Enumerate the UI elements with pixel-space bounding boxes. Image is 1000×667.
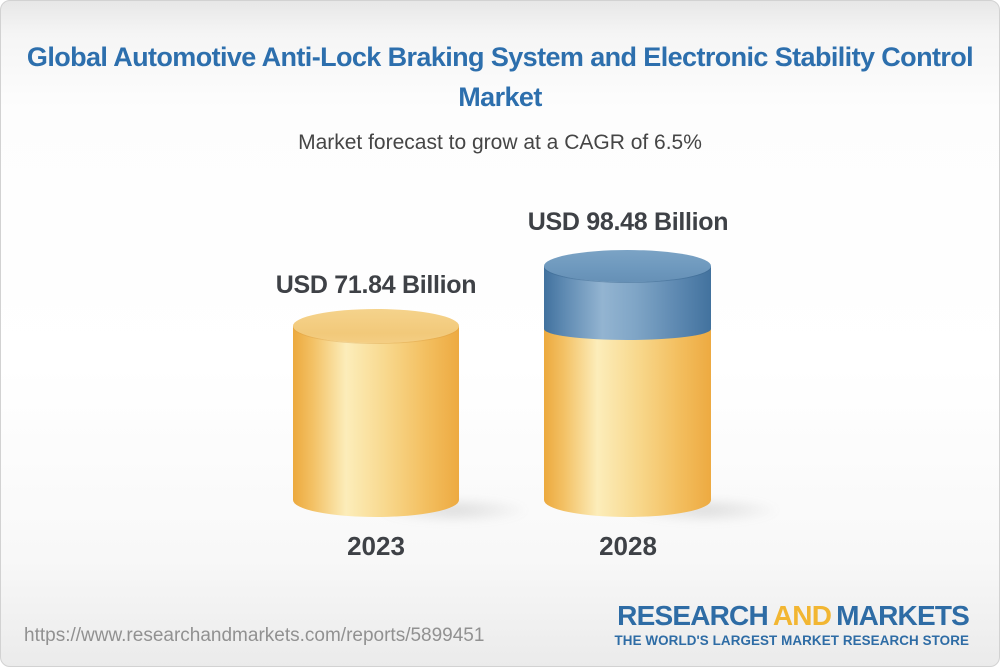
logo-word-research: RESEARCH	[617, 600, 769, 631]
bar-2023-cylinder-cap	[293, 309, 459, 343]
logo-tagline: THE WORLD'S LARGEST MARKET RESEARCH STOR…	[614, 633, 969, 648]
page-title: Global Automotive Anti-Lock Braking Syst…	[26, 42, 974, 112]
logo-wordmark: RESEARCH AND MARKETS	[615, 600, 970, 631]
bar-2023-cylinder-body	[293, 326, 459, 517]
report-url-link[interactable]: https://www.researchandmarkets.com/repor…	[24, 625, 485, 646]
value-label-2028: USD 98.48 Billion	[527, 208, 729, 236]
value-label-2023: USD 71.84 Billion	[275, 271, 477, 299]
research-and-markets-logo[interactable]: RESEARCH AND MARKETS THE WORLD'S LARGEST M…	[614, 600, 970, 649]
bar-2023	[293, 309, 558, 529]
page-subtitle: Market forecast to grow at a CAGR of 6.5…	[298, 131, 702, 154]
category-label-2028: 2028	[599, 531, 657, 561]
category-label-2023: 2023	[347, 531, 405, 561]
bar-2028	[544, 250, 809, 529]
logo-word-and: AND	[772, 600, 832, 631]
bar-2028-cylinder-cap	[544, 250, 711, 282]
logo-word-markets: MARKETS	[836, 600, 970, 631]
